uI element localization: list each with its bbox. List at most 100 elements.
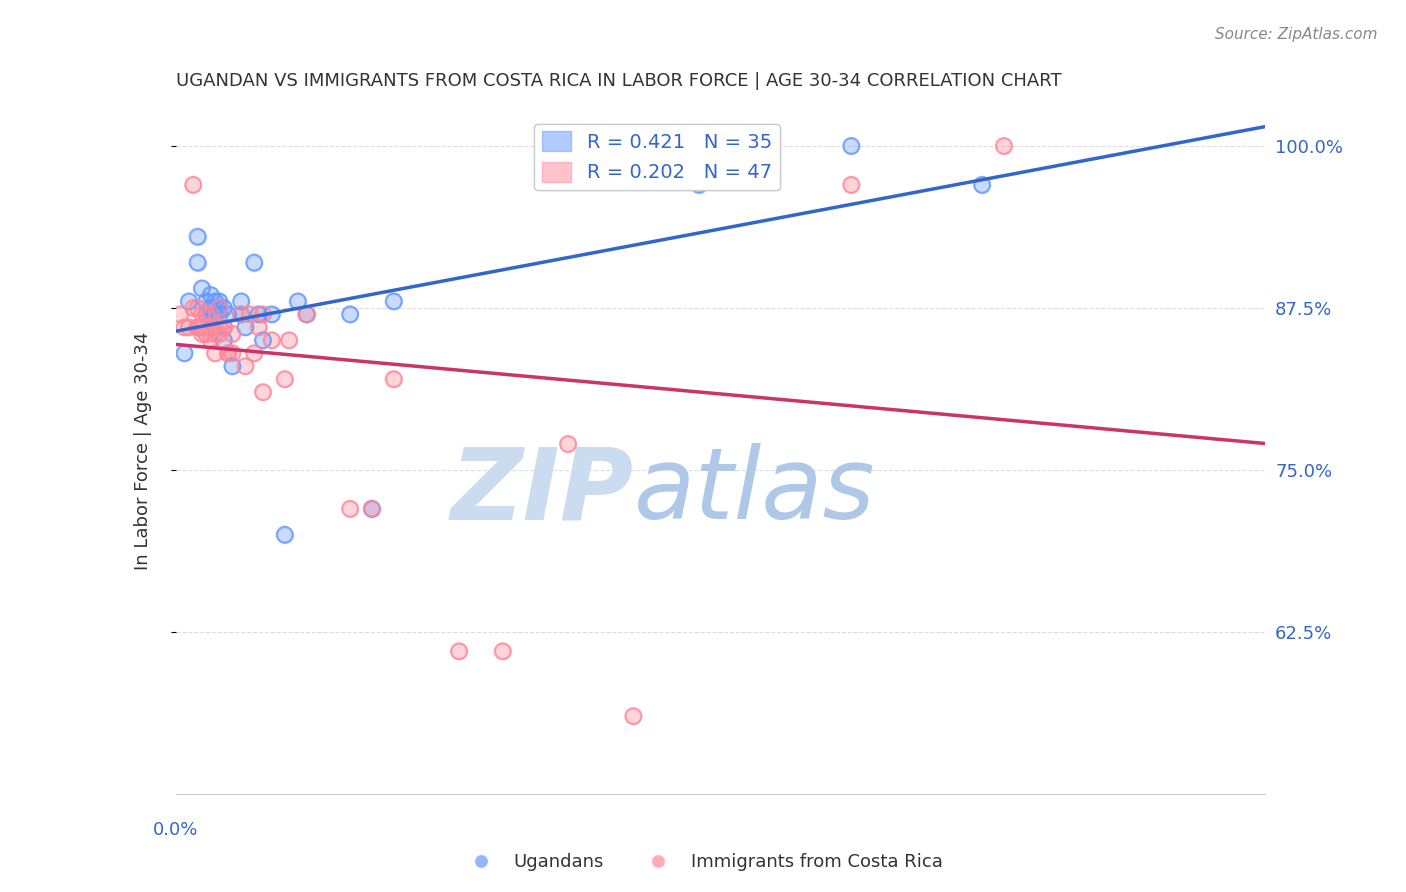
Point [204,294,226,309]
Text: 0.0%: 0.0% [153,822,198,839]
Point [221,326,243,341]
Point [235,359,257,374]
Point [447,644,470,658]
Point [208,301,231,315]
Text: ZIP: ZIP [450,443,633,541]
Point [274,527,297,541]
Point [186,255,209,269]
Point [260,307,283,321]
Point [841,178,863,192]
Point [200,307,222,321]
Point [212,334,235,348]
Point [191,326,214,341]
Point [200,334,222,348]
Point [186,320,209,334]
Point [235,320,257,334]
Point [247,320,270,334]
Point [217,307,239,321]
Point [252,385,274,400]
Point [274,372,297,386]
Point [993,139,1015,153]
Point [181,178,204,192]
Point [260,307,283,321]
Point [169,307,191,321]
Point [239,307,262,321]
Point [382,294,405,309]
Point [287,294,309,309]
Point [252,385,274,400]
Point [247,307,270,321]
Point [200,301,222,315]
Point [195,307,218,321]
Point [278,334,301,348]
Point [200,288,222,302]
Point [274,372,297,386]
Point [252,307,274,321]
Point [274,527,297,541]
Point [173,346,195,360]
Point [208,294,231,309]
Point [191,320,214,334]
Point [208,326,231,341]
Point [217,307,239,321]
Point [221,359,243,374]
Point [200,307,222,321]
Point [295,307,318,321]
Point [191,281,214,295]
Y-axis label: In Labor Force | Age 30-34: In Labor Force | Age 30-34 [134,331,152,570]
Point [221,359,243,374]
Point [200,320,222,334]
Point [200,334,222,348]
Point [208,307,231,321]
Point [360,501,382,516]
Point [204,294,226,309]
Point [212,301,235,315]
Point [217,346,239,360]
Point [195,307,218,321]
Point [195,294,218,309]
Point [191,307,214,321]
Point [177,294,200,309]
Point [221,346,243,360]
Point [173,320,195,334]
Point [231,294,253,309]
Point [231,307,253,321]
Point [970,178,993,192]
Point [217,346,239,360]
Point [208,326,231,341]
Point [252,334,274,348]
Point [208,320,231,334]
Point [231,294,253,309]
Point [557,437,579,451]
Point [841,178,863,192]
Point [247,320,270,334]
Point [195,307,218,321]
Point [260,334,283,348]
Point [247,307,270,321]
Point [688,178,710,192]
Point [688,178,710,192]
Point [186,229,209,244]
Point [208,307,231,321]
Point [339,501,361,516]
Point [295,307,318,321]
Point [200,307,222,321]
Point [339,501,361,516]
Point [212,320,235,334]
Point [204,346,226,360]
Point [360,501,382,516]
Point [191,326,214,341]
Point [208,320,231,334]
Point [173,346,195,360]
Point [841,139,863,153]
Point [191,281,214,295]
Point [278,334,301,348]
Point [217,346,239,360]
Point [186,255,209,269]
Point [204,307,226,321]
Point [841,139,863,153]
Point [195,326,218,341]
Point [231,307,253,321]
Point [243,255,266,269]
Point [295,307,318,321]
